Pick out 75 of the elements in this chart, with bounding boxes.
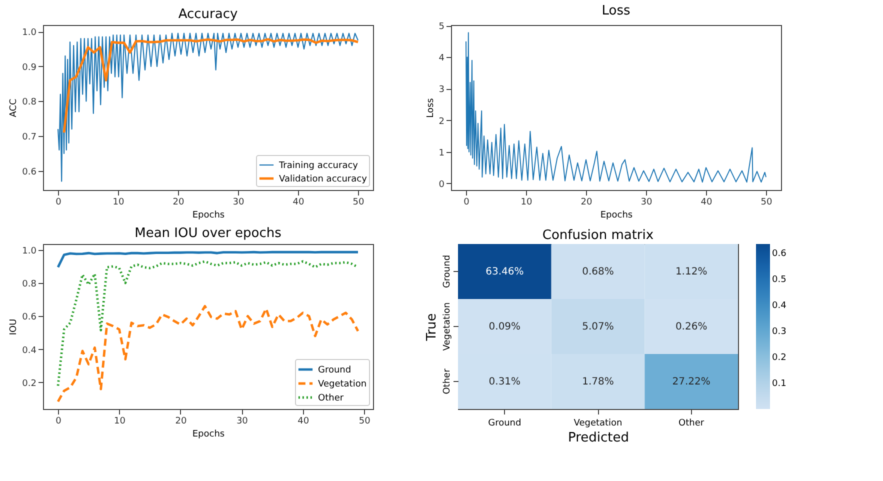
- chart-title: Confusion matrix: [542, 228, 654, 243]
- x-tick-label: 10: [114, 416, 126, 426]
- y-tick-label: 1.0: [22, 246, 37, 256]
- x-tick-label: Ground: [488, 418, 522, 428]
- y-tick-label: Other: [442, 368, 452, 394]
- x-tick-label: 30: [640, 198, 652, 208]
- x-tick-label: 20: [172, 198, 184, 208]
- color-bar-label: 0.1: [772, 379, 786, 390]
- y-tick-label: 0.2: [22, 378, 36, 389]
- color-bar-label: 0.3: [772, 327, 786, 338]
- data-label: 1.12%: [675, 266, 708, 278]
- data-label: 0.31%: [488, 376, 521, 388]
- legend-label: Validation accuracy: [279, 174, 368, 184]
- y-axis-title: IOU: [9, 318, 20, 336]
- y-tick-label: 0.8: [22, 279, 37, 290]
- data-label: 1.78%: [582, 376, 614, 388]
- y-tick-label: 0.6: [22, 312, 37, 323]
- color-bar-label: 0.2: [772, 353, 786, 364]
- y-tick-label: Ground: [442, 254, 452, 288]
- chart-title: Accuracy: [178, 7, 238, 22]
- x-tick-label: 40: [298, 416, 310, 426]
- x-tick-label: 10: [520, 198, 532, 208]
- x-tick-label: 50: [358, 416, 371, 426]
- data-label: 5.07%: [582, 322, 614, 332]
- line-series: [466, 32, 766, 183]
- line-series: [62, 38, 360, 134]
- x-axis-title: Epochs: [192, 210, 225, 220]
- x-tick-label: 0: [464, 198, 470, 208]
- x-tick-label: 30: [232, 198, 244, 208]
- y-tick-label: 1.0: [22, 28, 37, 38]
- x-axis-title: Epochs: [600, 210, 633, 220]
- legend-label: Vegetation: [318, 380, 367, 390]
- x-tick-label: 40: [292, 198, 304, 208]
- x-axis-title: Predicted: [568, 430, 630, 446]
- data-label: 0.26%: [675, 322, 708, 332]
- y-tick-label: 0: [438, 180, 445, 190]
- x-tick-label: 50: [352, 198, 364, 208]
- color-bar-label: 0.4: [772, 301, 787, 312]
- y-tick-label: 4: [438, 54, 445, 64]
- x-tick-label: 0: [56, 416, 62, 426]
- chart-title: Mean IOU over epochs: [134, 226, 282, 241]
- legend-label: Other: [318, 394, 344, 404]
- y-tick-label: 1: [438, 148, 444, 158]
- y-tick-label: 5: [438, 22, 444, 32]
- x-axis-title: Epochs: [192, 430, 225, 440]
- data-label: 63.46%: [486, 266, 524, 278]
- x-tick-label: 20: [175, 416, 187, 426]
- x-tick-label: 30: [236, 416, 248, 426]
- color-bar-label: 0.6: [772, 249, 787, 260]
- y-tick-label: 3: [438, 85, 444, 96]
- legend-label: Training accuracy: [278, 161, 359, 171]
- x-tick-label: Vegetation: [574, 418, 622, 428]
- x-tick-label: 40: [700, 198, 712, 208]
- x-tick-label: 0: [56, 198, 62, 208]
- y-tick-label: Vegetation: [442, 302, 452, 351]
- chart-title: Loss: [602, 4, 630, 19]
- y-tick-label: 0.8: [22, 98, 37, 108]
- x-tick-label: 50: [760, 198, 772, 208]
- y-axis-title: ACC: [9, 98, 20, 118]
- data-label: 27.22%: [672, 376, 710, 388]
- y-tick-label: 0.6: [22, 167, 37, 178]
- y-tick-label: 2: [438, 116, 444, 127]
- x-tick-label: 20: [580, 198, 592, 208]
- y-tick-label: 0.4: [22, 346, 37, 356]
- legend-label: Ground: [318, 366, 352, 376]
- color-bar-label: 0.5: [772, 275, 786, 286]
- data-label: 0.68%: [582, 266, 614, 278]
- y-axis-title: Loss: [426, 98, 436, 118]
- y-tick-label: 0.7: [22, 132, 36, 143]
- line-series: [56, 250, 360, 268]
- y-tick-label: 0.9: [22, 62, 37, 73]
- x-tick-label: 10: [112, 198, 124, 208]
- data-label: 0.09%: [488, 322, 521, 332]
- y-axis-title: True: [424, 313, 440, 342]
- x-tick-label: Other: [678, 418, 704, 428]
